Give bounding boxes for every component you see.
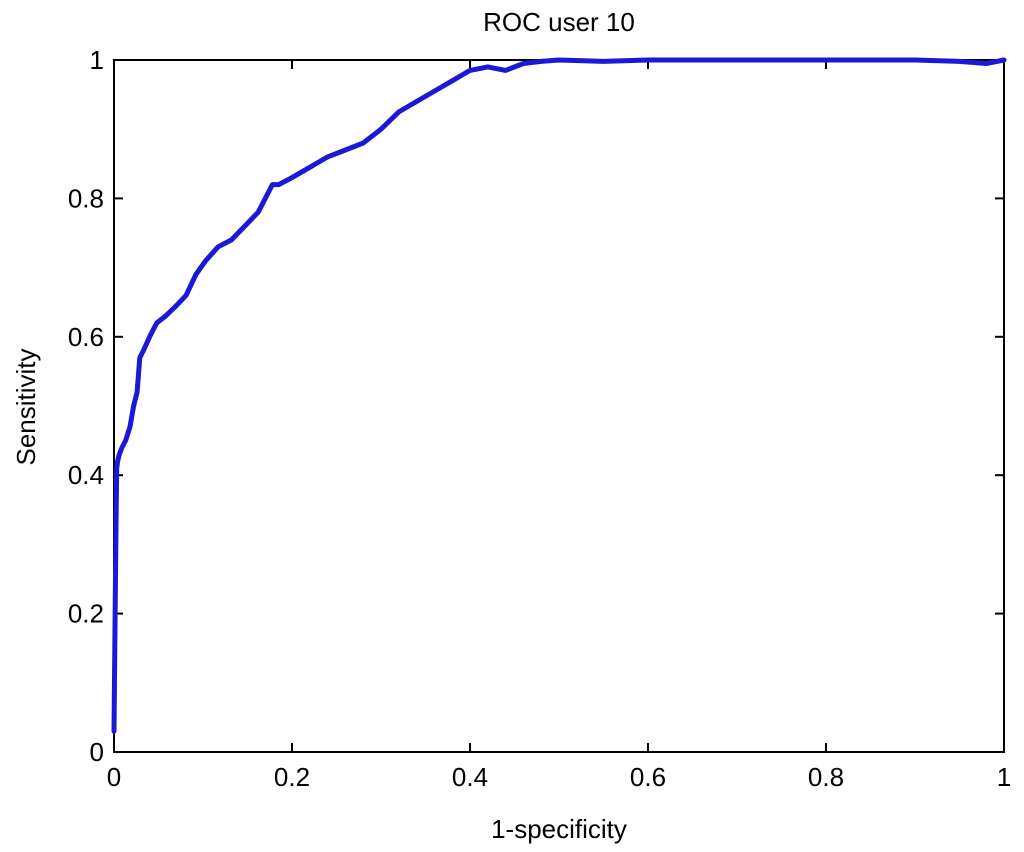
x-tick-label: 0	[107, 762, 121, 792]
x-tick-label: 0.8	[808, 762, 844, 792]
chart-title: ROC user 10	[483, 7, 635, 37]
y-tick-label: 0.2	[68, 599, 104, 629]
x-tick-label: 0.4	[452, 762, 488, 792]
y-tick-label: 1	[90, 45, 104, 75]
plot-frame	[113, 59, 1005, 753]
series-layer	[111, 57, 1007, 734]
x-tick-label: 0.6	[630, 762, 666, 792]
x-tick-label: 0.2	[274, 762, 310, 792]
x-axis-title: 1-specificity	[491, 814, 627, 844]
y-axis-title: Sensitivity	[11, 348, 41, 465]
plot-area	[113, 59, 1005, 753]
y-tick-label: 0.8	[68, 183, 104, 213]
y-tick-label: 0.6	[68, 322, 104, 352]
roc-curve-line	[111, 57, 1007, 734]
y-tick-label: 0.4	[68, 460, 104, 490]
axis-ticks: 0 0.2 0.4 0.6 0.8 1 0 0.2 0.4 0.6 0.8 1	[68, 45, 1011, 792]
y-tick-label: 0	[90, 737, 104, 767]
x-tick-label: 1	[997, 762, 1011, 792]
